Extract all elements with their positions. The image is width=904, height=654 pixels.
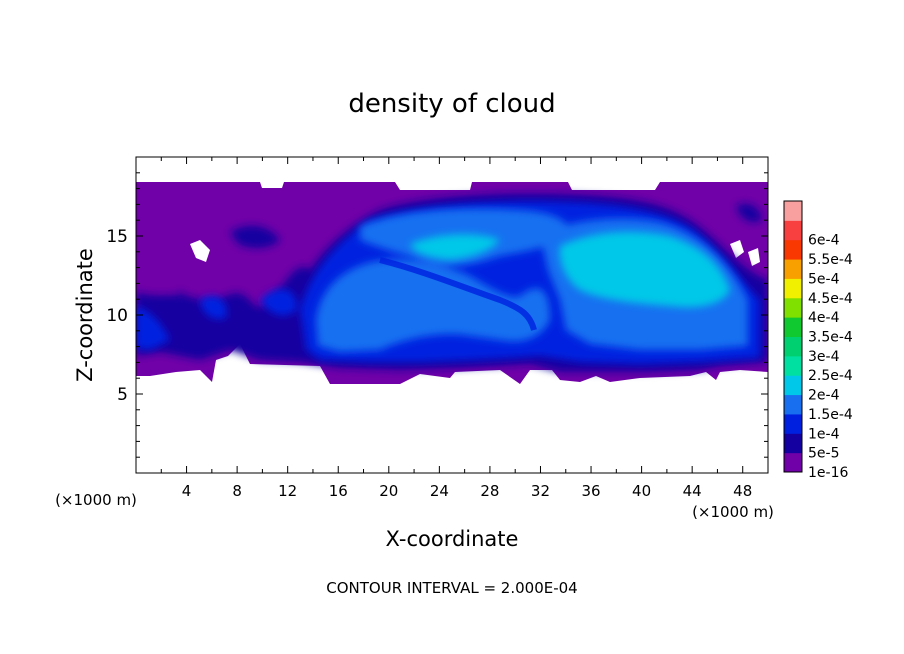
- colorbar-swatch: [784, 297, 802, 318]
- colorbar-label: 4.5e-4: [808, 291, 853, 307]
- x-axis-ticks: 4 8 12 16 20 24 28 32 36 40 44 48: [160, 157, 752, 500]
- x-unit-right: (×1000 m): [692, 503, 774, 521]
- y-tick-label: 15: [106, 227, 128, 247]
- x-tick-label: 48: [733, 482, 752, 500]
- colorbar-label: 1e-16: [808, 465, 848, 481]
- colorbar-label: 5e-4: [808, 271, 840, 287]
- colorbar-label: 4e-4: [808, 310, 840, 326]
- cloud-gap-right: [730, 240, 744, 258]
- y-tick-label: 10: [106, 306, 128, 326]
- colorbar-label: 3.5e-4: [808, 330, 853, 346]
- colorbar-swatch: [784, 201, 802, 221]
- colorbar-label: 1e-4: [808, 426, 840, 442]
- colorbar-swatch: [784, 394, 802, 415]
- colorbar-swatch: [784, 355, 802, 376]
- colorbar-swatch: [784, 220, 802, 241]
- y-axis-label: Z-coordinate: [73, 248, 97, 382]
- x-tick-label: 36: [581, 482, 600, 500]
- density-2e-4-layer: [410, 231, 730, 308]
- colorbar: 1e-16 5e-5 1e-4 1.5e-4 2e-4 2.5e-4 3e-4 3.5e-4 4…: [783, 200, 853, 481]
- colorbar-swatch: [784, 375, 802, 396]
- dense-filament: [379, 257, 537, 331]
- x-tick-label: 28: [480, 482, 499, 500]
- colorbar-label: 6e-4: [808, 233, 840, 249]
- colorbar-label: 2.5e-4: [808, 368, 853, 384]
- plot-area: [136, 157, 768, 473]
- colorbar-label: 2e-4: [808, 388, 840, 404]
- colorbar-label: 3e-4: [808, 349, 840, 365]
- x-tick-label: 44: [683, 482, 702, 500]
- y-tick-label: 5: [117, 385, 128, 405]
- x-tick-label: 40: [632, 482, 651, 500]
- colorbar-swatch: [784, 433, 802, 454]
- colorbar-swatch: [784, 336, 802, 357]
- colorbar-swatch: [784, 452, 802, 473]
- cloud-gap-left: [190, 240, 210, 262]
- x-tick-label: 32: [531, 482, 550, 500]
- x-tick-label: 12: [278, 482, 297, 500]
- colorbar-label: 5.5e-4: [808, 252, 853, 268]
- colorbar-swatch: [784, 278, 802, 299]
- x-tick-label: 24: [430, 482, 449, 500]
- x-tick-label: 8: [232, 482, 242, 500]
- x-tick-label: 4: [182, 482, 192, 500]
- colorbar-swatch: [784, 413, 802, 434]
- colorbar-label: 1.5e-4: [808, 407, 853, 423]
- colorbar-swatch: [784, 259, 802, 279]
- chart-title: density of cloud: [348, 89, 555, 119]
- cloud-gap-right-2: [748, 248, 760, 266]
- x-unit-left: (×1000 m): [55, 491, 137, 509]
- x-tick-label: 20: [379, 482, 398, 500]
- contour-interval-note: CONTOUR INTERVAL = 2.000E-04: [326, 579, 577, 597]
- x-axis-label: X-coordinate: [386, 527, 519, 551]
- x-tick-label: 16: [329, 482, 348, 500]
- colorbar-label: 5e-5: [808, 446, 839, 462]
- colorbar-swatch: [784, 317, 802, 337]
- colorbar-frame: [783, 200, 803, 473]
- y-axis-ticks: 5 10 15: [106, 172, 768, 458]
- colorbar-swatch: [784, 239, 802, 260]
